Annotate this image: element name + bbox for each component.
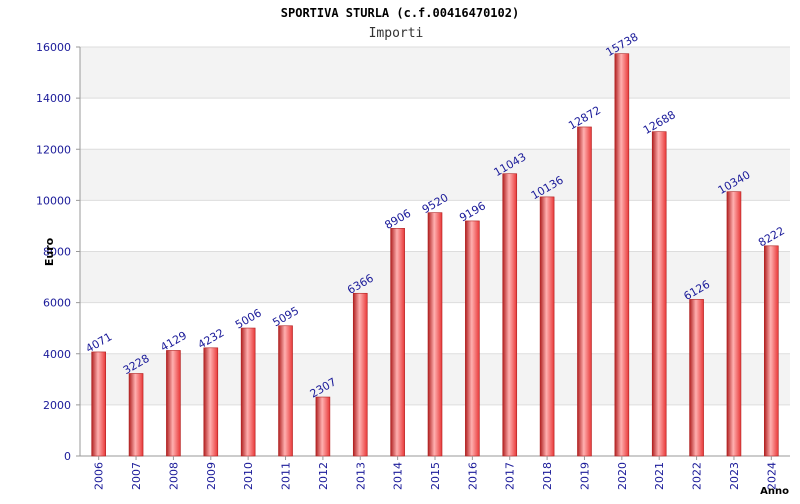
x-tick-label: 2013 — [354, 462, 367, 490]
y-tick-label: 2000 — [43, 399, 71, 412]
x-tick-label: 2012 — [317, 462, 330, 490]
y-tick-label: 4000 — [43, 348, 71, 361]
chart-subtitle: Importi — [369, 26, 424, 41]
x-tick-label: 2011 — [280, 462, 293, 490]
bars — [91, 53, 779, 457]
bar — [203, 347, 219, 457]
y-tick-label: 10000 — [36, 194, 71, 207]
x-tick-label: 2007 — [130, 462, 143, 490]
x-tick-label: 2014 — [392, 462, 405, 490]
x-tick-label: 2019 — [578, 462, 591, 490]
bar — [278, 325, 293, 457]
bar — [91, 351, 106, 457]
bar — [240, 327, 256, 457]
x-tick-label: 2023 — [728, 462, 741, 490]
x-tick-labels: 2006 2007 2008 2009 2010 2011 2012 2013 2014 2015… — [93, 456, 778, 490]
y-tick-label: 0 — [64, 450, 71, 463]
y-tick-label: 14000 — [36, 92, 71, 105]
bar — [390, 228, 405, 457]
bar — [764, 245, 779, 457]
y-tick-labels: 0 2000 4000 6000 8000 10000 12000 14000 16000 — [36, 41, 71, 463]
x-tick-label: 2016 — [466, 462, 479, 490]
x-axis-label: Anno — [760, 486, 789, 497]
plot-band — [80, 47, 790, 99]
x-tick-label: 2021 — [653, 462, 666, 490]
x-tick-label: 2022 — [691, 462, 704, 490]
bar — [651, 131, 667, 457]
bar — [352, 292, 368, 457]
bar — [726, 191, 742, 457]
bar — [502, 173, 518, 457]
chart-title: SPORTIVA STURLA (c.f.00416470102) — [281, 6, 519, 20]
x-tick-label: 2006 — [93, 462, 106, 490]
y-tick-label: 8000 — [43, 246, 71, 259]
x-tick-label: 2024 — [765, 462, 778, 490]
bar — [465, 220, 480, 457]
x-tick-label: 2008 — [167, 462, 180, 490]
plot-band — [80, 98, 790, 150]
bar — [539, 196, 555, 457]
x-tick-label: 2009 — [205, 462, 218, 490]
bar — [427, 212, 443, 457]
bar — [689, 299, 704, 457]
bar — [614, 53, 630, 457]
x-tick-label: 2020 — [616, 462, 629, 490]
plot-band — [80, 149, 790, 201]
x-tick-label: 2015 — [429, 462, 442, 490]
x-tick-label: 2018 — [541, 462, 554, 490]
y-tick-label: 16000 — [36, 41, 71, 54]
x-tick-label: 2017 — [504, 462, 517, 490]
y-axis-label: Euro — [43, 237, 56, 266]
bar — [315, 396, 331, 457]
x-tick-label: 2010 — [242, 462, 255, 490]
bar — [128, 373, 144, 457]
bar — [577, 126, 592, 457]
y-tick-label: 6000 — [43, 297, 71, 310]
y-tick-label: 12000 — [36, 143, 71, 156]
bar — [166, 350, 181, 457]
